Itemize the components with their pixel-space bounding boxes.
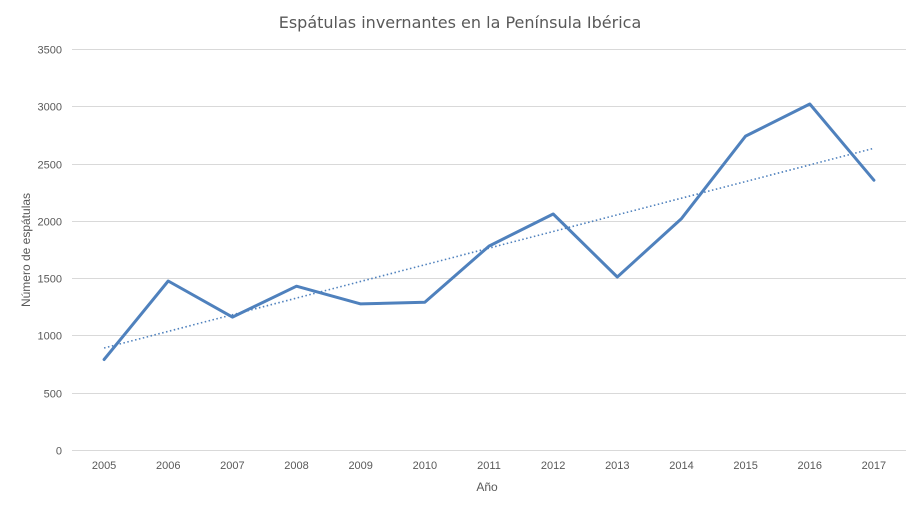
y-tick-label: 2500 (38, 160, 62, 172)
x-tick-label: 2011 (477, 460, 501, 472)
x-tick-label: 2012 (541, 460, 565, 472)
data-point-2016 (807, 101, 813, 107)
x-tick-label: 2010 (413, 460, 437, 472)
data-point-2008 (294, 283, 300, 289)
x-tick-label: 2017 (862, 460, 886, 472)
data-point-2009 (358, 301, 364, 307)
x-tick-label: 2014 (669, 460, 693, 472)
y-tick-label: 1500 (38, 274, 62, 286)
y-tick-label: 500 (44, 389, 62, 401)
data-point-2006 (165, 278, 171, 284)
data-point-2010 (422, 299, 428, 305)
data-point-2017 (871, 177, 877, 183)
y-axis-ticks: 0 500 1000 1500 2000 2500 3000 3500 (38, 45, 62, 458)
data-point-2015 (743, 133, 749, 139)
series-line (102, 102, 876, 361)
y-tick-label: 3000 (38, 102, 62, 114)
data-point-2005 (101, 356, 107, 362)
x-tick-label: 2006 (156, 460, 180, 472)
x-tick-label: 2007 (220, 460, 244, 472)
y-tick-label: 0 (56, 446, 62, 458)
data-point-2007 (229, 314, 235, 320)
x-tick-label: 2013 (605, 460, 629, 472)
trendline-group (103, 147, 875, 349)
x-tick-label: 2008 (284, 460, 308, 472)
x-tick-label: 2016 (798, 460, 822, 472)
y-tick-label: 2000 (38, 217, 62, 229)
x-tick-label: 2009 (348, 460, 372, 472)
data-point-2014 (678, 216, 684, 222)
data-point-2013 (614, 274, 620, 280)
data-point-2011 (486, 243, 492, 249)
trendline (103, 147, 875, 349)
series-group (101, 101, 877, 362)
chart-title: Espátulas invernantes en la Península Ib… (279, 13, 642, 32)
x-tick-label: 2005 (92, 460, 116, 472)
y-axis-label: Número de espátulas (19, 193, 33, 307)
gridlines (72, 49, 906, 451)
data-point-2012 (550, 211, 556, 217)
x-axis-ticks: 2005 2006 2007 2008 2009 2010 2011 2012 2013 2014… (92, 460, 886, 472)
y-tick-label: 3500 (38, 45, 62, 57)
x-tick-label: 2015 (733, 460, 757, 472)
y-tick-label: 1000 (38, 331, 62, 343)
x-axis-label: Año (476, 480, 498, 494)
